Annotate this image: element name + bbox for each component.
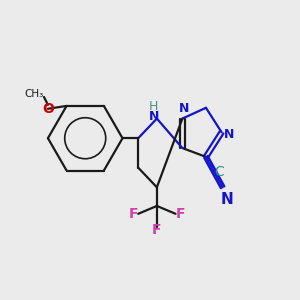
- Text: N: N: [179, 102, 190, 115]
- Text: F: F: [176, 207, 185, 221]
- Text: N: N: [149, 110, 159, 123]
- Text: N: N: [224, 128, 235, 141]
- Text: H: H: [149, 100, 159, 113]
- Text: N: N: [220, 192, 233, 207]
- Text: F: F: [129, 207, 138, 221]
- Text: C: C: [214, 165, 224, 178]
- Text: F: F: [152, 224, 162, 238]
- Text: CH₃: CH₃: [25, 89, 44, 99]
- Text: O: O: [42, 102, 54, 116]
